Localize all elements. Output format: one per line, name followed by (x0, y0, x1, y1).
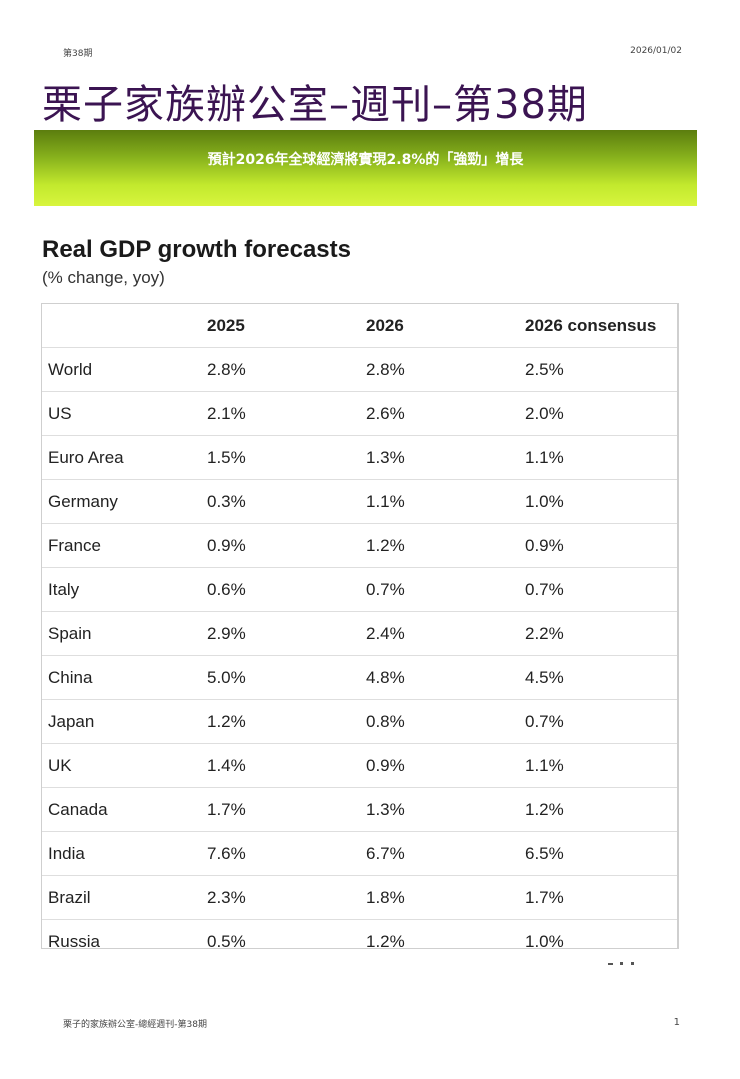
value-cell: 5.0% (207, 655, 366, 700)
value-cell: 6.5% (525, 831, 677, 876)
value-cell: 2.2% (525, 611, 677, 656)
column-header: 2026 consensus (525, 304, 677, 348)
value-cell: 2.8% (366, 347, 525, 392)
country-cell: Spain (42, 611, 207, 656)
page-number: 1 (673, 1017, 680, 1028)
value-cell: 0.8% (366, 699, 525, 744)
value-cell: 1.0% (525, 479, 677, 524)
value-cell: 2.5% (525, 347, 677, 392)
table-row: Italy 0.6% 0.7% 0.7% (42, 567, 677, 612)
banner-text: 預計2026年全球經濟將實現2.8%的「強勁」增長 (207, 152, 524, 168)
table-row: Euro Area 1.5% 1.3% 1.1% (42, 435, 677, 480)
value-cell: 1.3% (366, 787, 525, 832)
country-cell: India (42, 831, 207, 876)
value-cell: 1.3% (366, 435, 525, 480)
header-issue: 第38期 (63, 49, 93, 59)
table-row: Spain 2.9% 2.4% 2.2% (42, 611, 677, 656)
footer-text: 栗子的家族辦公室-總經週刊-第38期 (63, 1020, 207, 1030)
value-cell: 2.9% (207, 611, 366, 656)
value-cell: 0.9% (207, 523, 366, 568)
country-cell: Germany (42, 479, 207, 524)
value-cell: 2.8% (207, 347, 366, 392)
country-cell: China (42, 655, 207, 700)
value-cell: 1.4% (207, 743, 366, 788)
value-cell: 0.9% (525, 523, 677, 568)
country-cell: Canada (42, 787, 207, 832)
header-date: 2026/01/02 (630, 46, 682, 56)
value-cell: 2.0% (525, 391, 677, 436)
value-cell: 4.5% (525, 655, 677, 700)
value-cell: 1.1% (525, 435, 677, 480)
value-cell: 0.7% (525, 699, 677, 744)
table-row: France 0.9% 1.2% 0.9% (42, 523, 677, 568)
value-cell: 0.7% (525, 567, 677, 612)
table-row: India 7.6% 6.7% 6.5% (42, 831, 677, 876)
value-cell: 2.1% (207, 391, 366, 436)
table-row: Russia 0.5% 1.2% 1.0% (42, 920, 677, 964)
value-cell: 0.6% (207, 567, 366, 612)
value-cell: 0.5% (207, 931, 246, 951)
value-cell: 2.4% (366, 611, 525, 656)
value-cell: 1.2% (366, 931, 405, 951)
value-cell: 1.0% (525, 931, 564, 951)
value-cell: 1.1% (525, 743, 677, 788)
value-cell: 0.3% (207, 479, 366, 524)
value-cell: 0.7% (366, 567, 525, 612)
table-row: Canada 1.7% 1.3% 1.2% (42, 787, 677, 832)
country-cell: World (42, 347, 207, 392)
value-cell: 1.5% (207, 435, 366, 480)
table-row: China 5.0% 4.8% 4.5% (42, 655, 677, 700)
table-row: World 2.8% 2.8% 2.5% (42, 347, 677, 392)
column-header: 2026 (366, 304, 525, 348)
country-cell: France (42, 523, 207, 568)
value-cell: 1.2% (525, 787, 677, 832)
value-cell: 2.6% (366, 391, 525, 436)
value-cell: 0.9% (366, 743, 525, 788)
table-title: Real GDP growth forecasts (42, 236, 351, 263)
column-header: 2025 (207, 304, 366, 348)
table-row: US 2.1% 2.6% 2.0% (42, 391, 677, 436)
column-header (42, 304, 207, 348)
value-cell: 1.1% (366, 479, 525, 524)
country-cell: Euro Area (42, 435, 207, 480)
country-cell: UK (42, 743, 207, 788)
value-cell: 4.8% (366, 655, 525, 700)
value-cell: 1.7% (525, 875, 677, 920)
headline-banner: 預計2026年全球經濟將實現2.8%的「強勁」增長 (34, 130, 697, 206)
page-title: 栗子家族辦公室–週刊–第38期 (42, 82, 588, 128)
table-row: Germany 0.3% 1.1% 1.0% (42, 479, 677, 524)
country-cell: US (42, 391, 207, 436)
table-header-row: 2025 2026 2026 consensus (42, 304, 677, 348)
value-cell: 1.2% (366, 523, 525, 568)
table-subtitle: (% change, yoy) (42, 268, 165, 287)
value-cell: 7.6% (207, 831, 366, 876)
table-row: UK 1.4% 0.9% 1.1% (42, 743, 677, 788)
value-cell: 1.2% (207, 699, 366, 744)
country-cell: Japan (42, 699, 207, 744)
value-cell: 1.8% (366, 875, 525, 920)
table-row: Japan 1.2% 0.8% 0.7% (42, 699, 677, 744)
country-cell: Russia (48, 931, 100, 951)
gdp-table-frame: 2025 2026 2026 consensus World 2.8% 2.8% 2.… (41, 303, 679, 951)
value-cell: 6.7% (366, 831, 525, 876)
table-row: Brazil 2.3% 1.8% 1.7% (42, 875, 677, 920)
cropped-mark (608, 962, 634, 965)
gdp-forecast-table: 2025 2026 2026 consensus World 2.8% 2.8% 2.… (42, 304, 677, 963)
value-cell: 1.7% (207, 787, 366, 832)
country-cell: Brazil (42, 875, 207, 920)
value-cell: 2.3% (207, 875, 366, 920)
country-cell: Italy (42, 567, 207, 612)
